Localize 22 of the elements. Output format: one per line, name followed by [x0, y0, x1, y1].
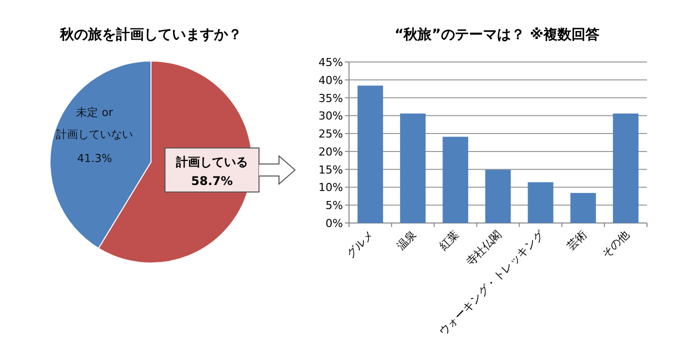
y-tick-label: 15%: [318, 163, 343, 176]
chart-title: 秋の旅を計画していますか？: [59, 27, 242, 43]
x-tick-label: 寺社仏閣: [464, 228, 504, 268]
y-tick-label: 35%: [318, 92, 343, 105]
data-label: 58.7%: [191, 174, 233, 188]
chart-title: “秋旅”のテーマは？ ※複数回答: [394, 26, 600, 43]
y-tick-label: 40%: [318, 74, 343, 87]
x-tick-label: グルメ: [344, 228, 376, 260]
x-tick-label: その他: [599, 228, 632, 260]
x-tick-label: 温泉: [394, 228, 419, 253]
y-tick-label: 45%: [318, 56, 343, 69]
y-tick-label: 10%: [318, 181, 343, 194]
data-label: 41.3%: [77, 152, 112, 166]
slice-label: 計画している: [175, 155, 248, 169]
slice-label: 未定 or 計画していない: [56, 106, 134, 142]
y-tick-label: 0%: [326, 217, 343, 230]
y-tick-label: 25%: [318, 128, 343, 141]
x-tick-label: 芸術: [564, 228, 590, 253]
x-tick-label: 紅葉: [436, 228, 462, 253]
y-tick-label: 30%: [318, 110, 343, 123]
y-tick-label: 20%: [318, 145, 343, 158]
y-tick-label: 5%: [326, 199, 343, 212]
